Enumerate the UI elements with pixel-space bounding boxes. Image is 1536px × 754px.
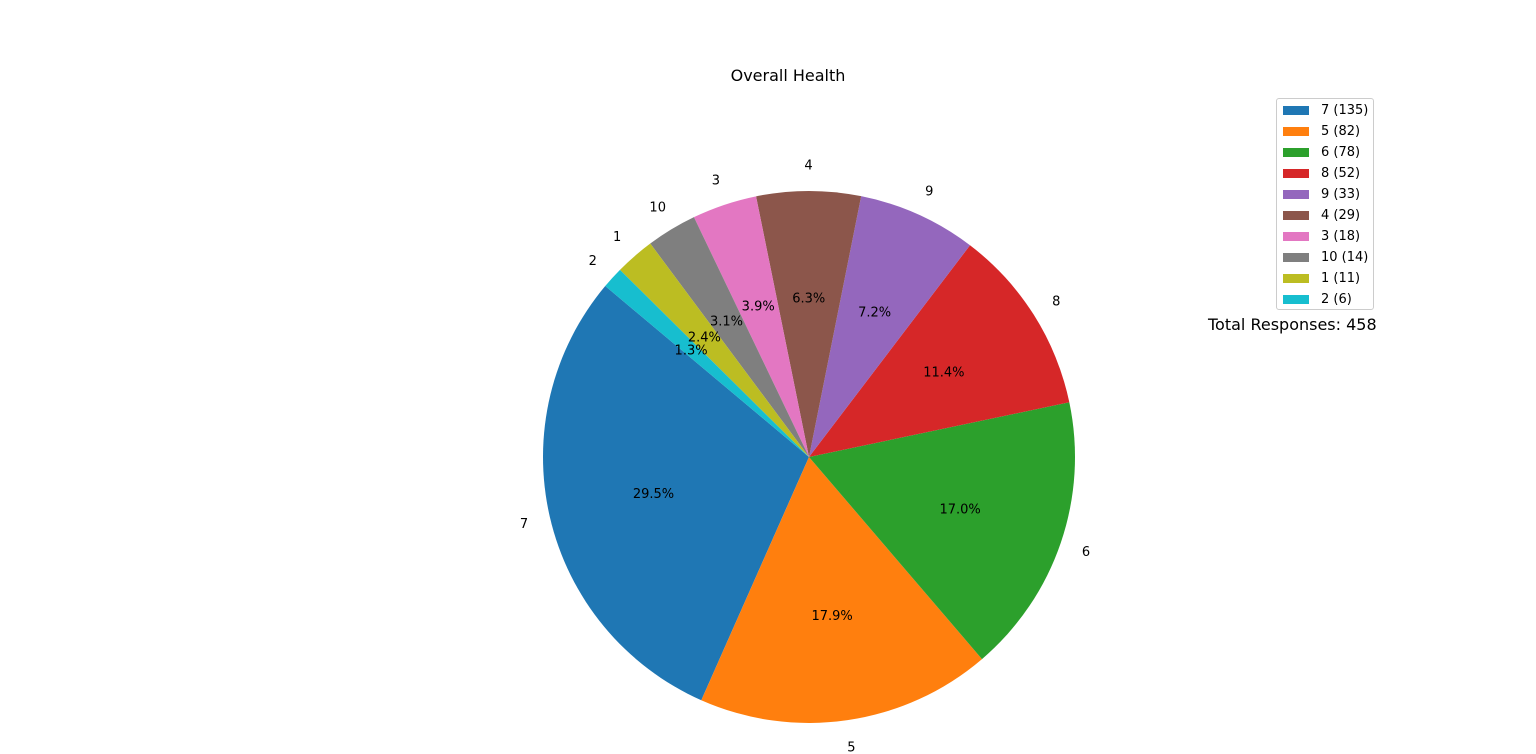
pie-slice-4: [756, 191, 862, 457]
legend-label: 10 (14): [1321, 249, 1369, 265]
pie-slice-9: [809, 196, 971, 457]
legend-item-5: 5 (82): [1283, 123, 1360, 139]
slice-label-7: 7: [520, 517, 528, 532]
legend-swatch: [1283, 273, 1309, 283]
pie-slices: [543, 191, 1075, 723]
pie-slice-1: [619, 243, 809, 457]
legend-swatch: [1283, 231, 1309, 241]
slice-percent-5: 17.9%: [811, 609, 852, 624]
slice-label-3: 3: [712, 174, 720, 189]
legend-label: 4 (29): [1321, 207, 1361, 223]
legend-swatch: [1283, 168, 1309, 178]
pie-slice-5: [701, 457, 982, 723]
chart-title: Overall Health: [731, 66, 846, 85]
legend-label: 3 (18): [1321, 228, 1361, 244]
pie-slice-6: [809, 402, 1075, 660]
legend: 7 (135) 5 (82) 6 (78) 8 (52) 9 (33) 4 (29) 3 (…: [1276, 98, 1374, 310]
slice-label-4: 4: [804, 158, 812, 173]
legend-swatch: [1283, 252, 1309, 262]
legend-label: 5 (82): [1321, 123, 1361, 139]
legend-swatch: [1283, 189, 1309, 199]
legend-swatch: [1283, 294, 1309, 304]
legend-label: 6 (78): [1321, 144, 1361, 160]
legend-item-9: 9 (33): [1283, 186, 1360, 202]
legend-swatch: [1283, 210, 1309, 220]
legend-item-1: 1 (11): [1283, 270, 1360, 286]
legend-label: 7 (135): [1321, 102, 1369, 118]
legend-label: 9 (33): [1321, 186, 1361, 202]
legend-swatch: [1283, 126, 1309, 136]
slice-label-5: 5: [847, 741, 855, 754]
slice-percent-7: 29.5%: [633, 487, 674, 502]
slice-percent-2: 1.3%: [675, 343, 708, 358]
legend-item-2: 2 (6): [1283, 291, 1352, 307]
legend-label: 1 (11): [1321, 270, 1361, 286]
legend-item-10: 10 (14): [1283, 249, 1368, 265]
slice-percent-1: 2.4%: [688, 330, 721, 345]
slice-percent-4: 6.3%: [792, 291, 825, 306]
pie-slice-10: [650, 217, 809, 457]
slice-percent-6: 17.0%: [939, 502, 980, 517]
legend-item-3: 3 (18): [1283, 228, 1360, 244]
legend-label: 8 (52): [1321, 165, 1361, 181]
legend-item-6: 6 (78): [1283, 144, 1360, 160]
slice-label-6: 6: [1082, 545, 1090, 560]
legend-label: 2 (6): [1321, 291, 1352, 307]
slice-label-10: 10: [649, 201, 666, 216]
legend-item-4: 4 (29): [1283, 207, 1360, 223]
total-responses: Total Responses: 458: [1208, 315, 1377, 334]
legend-item-7: 7 (135): [1283, 102, 1368, 118]
slice-label-8: 8: [1052, 295, 1060, 310]
slice-percent-8: 11.4%: [923, 366, 964, 381]
slice-label-2: 2: [589, 254, 597, 269]
slice-label-9: 9: [925, 184, 933, 199]
pie-slice-3: [693, 196, 809, 457]
slice-percent-3: 3.9%: [742, 300, 775, 315]
pie-slice-2: [605, 269, 809, 457]
legend-swatch: [1283, 147, 1309, 157]
pie-slice-7: [543, 286, 809, 701]
legend-swatch: [1283, 105, 1309, 115]
slice-percent-9: 7.2%: [858, 306, 891, 321]
slice-percent-10: 3.1%: [710, 314, 743, 329]
pie-slice-8: [809, 245, 1070, 457]
legend-item-8: 8 (52): [1283, 165, 1360, 181]
slice-label-1: 1: [613, 230, 621, 245]
slice-labels: 7 29.5% 5 17.9% 6 17.0% 8 11.4% 9 7.2% 4 6.3% 3 3.9% 1…: [520, 158, 1090, 754]
